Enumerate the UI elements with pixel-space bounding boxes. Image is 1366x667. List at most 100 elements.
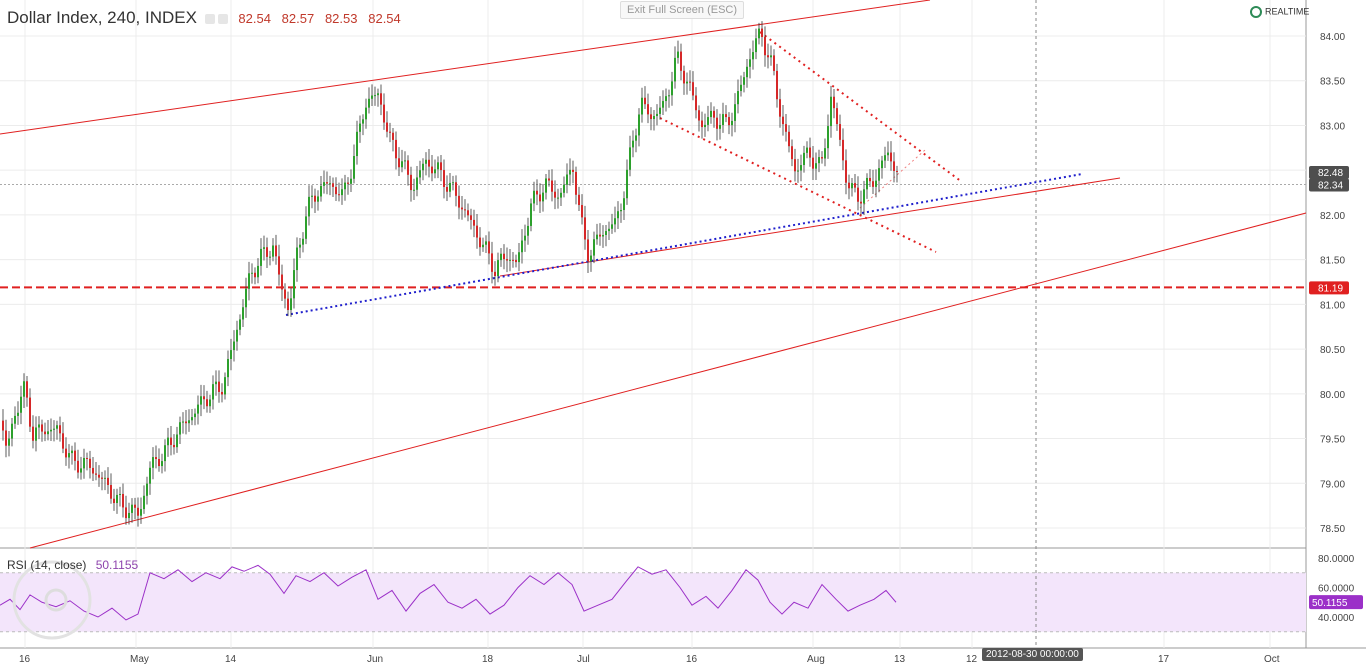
candle-up bbox=[662, 101, 664, 108]
candle-down bbox=[833, 96, 835, 109]
candle-down bbox=[59, 425, 61, 434]
candle-down bbox=[701, 120, 703, 128]
candle-up bbox=[302, 238, 304, 245]
exit-fullscreen-button[interactable]: Exit Full Screen (ESC) bbox=[620, 1, 745, 19]
candle-down bbox=[872, 181, 874, 187]
y-tick-label: 82.00 bbox=[1320, 211, 1345, 222]
candle-up bbox=[305, 216, 307, 239]
candle-up bbox=[179, 422, 181, 435]
settings-icon[interactable] bbox=[204, 13, 215, 24]
candle-down bbox=[689, 81, 691, 83]
price-tag-bg bbox=[1309, 281, 1349, 295]
candle-down bbox=[794, 159, 796, 172]
realtime-clock-icon bbox=[1250, 6, 1262, 18]
y-tick-label: 80.00 bbox=[1320, 390, 1345, 401]
candle-down bbox=[842, 139, 844, 161]
candle-down bbox=[461, 207, 463, 210]
candle-up bbox=[17, 412, 19, 416]
candle-up bbox=[449, 182, 451, 192]
candle-down bbox=[536, 190, 538, 195]
candle-down bbox=[896, 170, 898, 172]
candle-up bbox=[665, 96, 667, 102]
candle-up bbox=[797, 170, 799, 172]
candle-down bbox=[488, 241, 490, 254]
candle-up bbox=[590, 255, 592, 262]
candle-up bbox=[38, 424, 40, 428]
candle-down bbox=[443, 170, 445, 187]
candle-down bbox=[650, 114, 652, 120]
candle-up bbox=[149, 467, 151, 484]
candle-up bbox=[248, 273, 250, 289]
candle-up bbox=[452, 182, 454, 184]
candle-up bbox=[530, 203, 532, 226]
candle-up bbox=[71, 450, 73, 454]
candle-up bbox=[83, 457, 85, 469]
candle-down bbox=[335, 186, 337, 195]
ohlc-open: 82.54 bbox=[238, 11, 271, 26]
candle-up bbox=[365, 107, 367, 120]
x-tick-label: Jul bbox=[577, 654, 590, 665]
candle-down bbox=[278, 256, 280, 275]
candle-down bbox=[62, 433, 64, 449]
rsi-tag-bg bbox=[1309, 595, 1363, 610]
y-tick-label: 78.50 bbox=[1320, 524, 1345, 535]
candle-down bbox=[77, 460, 79, 473]
candle-up bbox=[296, 247, 298, 271]
candle-up bbox=[311, 195, 313, 197]
candle-down bbox=[473, 219, 475, 226]
candle-down bbox=[464, 209, 466, 211]
candle-up bbox=[617, 211, 619, 219]
candle-down bbox=[476, 225, 478, 238]
candle-up bbox=[635, 135, 637, 141]
candle-up bbox=[629, 147, 631, 170]
candle-up bbox=[818, 157, 820, 164]
candle-down bbox=[539, 194, 541, 202]
candle-down bbox=[764, 37, 766, 56]
y-tick-label: 80.50 bbox=[1320, 345, 1345, 356]
x-tick-label: Jun bbox=[367, 654, 383, 665]
candle-up bbox=[140, 509, 142, 516]
candle-up bbox=[53, 428, 55, 430]
candle-up bbox=[11, 423, 13, 439]
y-tick-label: 81.50 bbox=[1320, 256, 1345, 267]
candle-up bbox=[569, 169, 571, 175]
candle-down bbox=[728, 117, 730, 126]
candle-up bbox=[485, 241, 487, 245]
candle-down bbox=[782, 116, 784, 125]
candle-down bbox=[326, 182, 328, 184]
candle-down bbox=[386, 122, 388, 132]
candle-down bbox=[254, 272, 256, 278]
price-tag-label: 82.34 bbox=[1318, 180, 1343, 191]
candle-down bbox=[347, 182, 349, 184]
candle-down bbox=[389, 131, 391, 133]
candle-down bbox=[584, 217, 586, 240]
candle-down bbox=[551, 180, 553, 192]
candle-down bbox=[785, 124, 787, 132]
candle-up bbox=[299, 244, 301, 248]
candle-up bbox=[230, 350, 232, 359]
gear-icon[interactable] bbox=[217, 13, 228, 24]
candle-up bbox=[242, 307, 244, 320]
candle-up bbox=[668, 95, 670, 97]
candle-up bbox=[563, 184, 565, 193]
candle-up bbox=[605, 231, 607, 235]
candle-down bbox=[92, 467, 94, 474]
candle-up bbox=[623, 198, 625, 210]
candle-down bbox=[572, 169, 574, 172]
candle-up bbox=[608, 228, 610, 232]
x-tick-label: May bbox=[130, 654, 149, 665]
candle-up bbox=[875, 180, 877, 187]
candle-down bbox=[314, 195, 316, 202]
candle-up bbox=[722, 114, 724, 125]
candle-up bbox=[866, 177, 868, 190]
candle-up bbox=[611, 224, 613, 229]
candle-up bbox=[116, 494, 118, 504]
candle-down bbox=[812, 157, 814, 169]
candle-down bbox=[788, 131, 790, 147]
candle-down bbox=[512, 259, 514, 261]
candle-down bbox=[95, 473, 97, 475]
candle-up bbox=[176, 434, 178, 448]
candle-down bbox=[281, 274, 283, 290]
candle-down bbox=[575, 171, 577, 195]
